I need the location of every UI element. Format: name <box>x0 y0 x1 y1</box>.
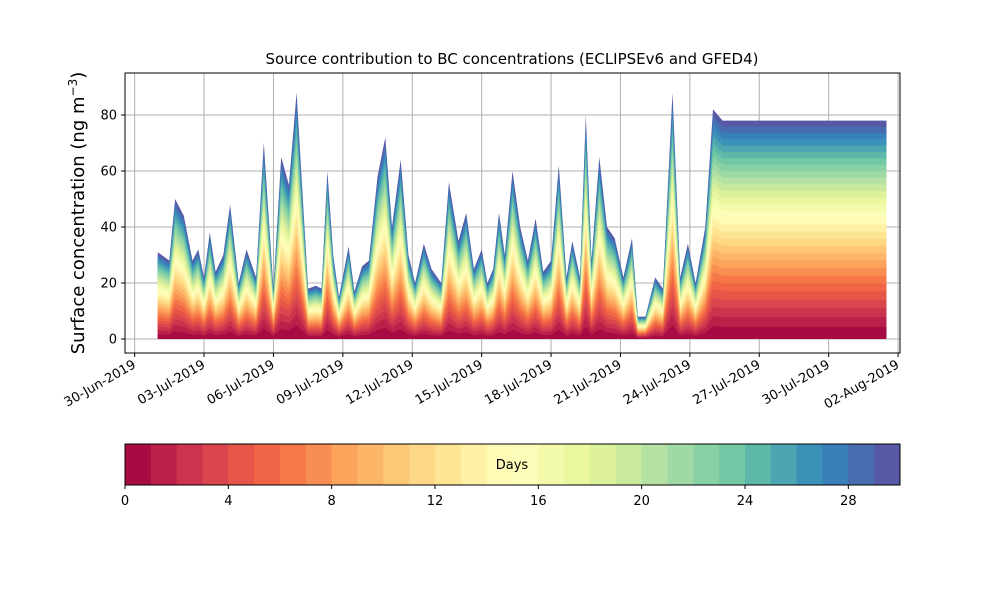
colorbar-segment <box>254 444 281 485</box>
colorbar-segment <box>228 444 255 485</box>
colorbar-segment <box>486 444 513 485</box>
colorbar-segment <box>305 444 333 485</box>
x-tick-label: 18-Jul-2019 <box>482 357 555 408</box>
colorbar-segment <box>176 444 203 485</box>
y-axis-label-close: ) <box>68 72 89 79</box>
area-band-day-0 <box>157 325 887 339</box>
colorbar-tick-label: 28 <box>840 494 857 509</box>
colorbar-segment <box>874 444 901 485</box>
colorbar-tick-label: 0 <box>121 494 129 509</box>
stacked-area-plot <box>157 92 887 339</box>
y-tick-label: 40 <box>100 221 117 236</box>
colorbar-segment <box>125 444 152 485</box>
area-band-day-1 <box>157 314 887 339</box>
colorbar-tick-label: 8 <box>328 494 336 509</box>
y-tick-label: 80 <box>100 109 117 124</box>
colorbar-segment <box>745 444 772 485</box>
plot-frame <box>124 72 901 354</box>
y-tick-label: 60 <box>100 165 117 180</box>
x-tick-label: 24-Jul-2019 <box>621 357 694 408</box>
colorbar-segment <box>150 444 178 485</box>
colorbar-segment <box>357 444 384 485</box>
colorbar-segment <box>538 444 565 485</box>
colorbar-frame <box>124 443 901 486</box>
x-tick-label: 30-Jun-2019 <box>62 357 139 410</box>
colorbar-segment <box>770 444 798 485</box>
x-tick-label: 02-Aug-2019 <box>822 357 902 412</box>
colorbar-tick-label: 4 <box>224 494 232 509</box>
colorbar-tick-label: 12 <box>427 494 444 509</box>
colorbar <box>125 444 901 485</box>
colorbar-tick-label: 16 <box>530 494 547 509</box>
colorbar-segment <box>564 444 591 485</box>
colorbar-segment <box>822 444 849 485</box>
x-axis: 30-Jun-201903-Jul-201906-Jul-201909-Jul-… <box>62 353 902 413</box>
x-tick-label: 06-Jul-2019 <box>205 357 278 408</box>
colorbar-ticks: 0 4 8 12 16 20 24 28 <box>121 485 857 509</box>
colorbar-segment <box>331 444 358 485</box>
x-tick-label: 03-Jul-2019 <box>135 357 208 408</box>
colorbar-segment <box>590 444 617 485</box>
colorbar-segment <box>641 444 668 485</box>
y-axis-label-sup: −3 <box>66 79 80 97</box>
x-tick-label: 15-Jul-2019 <box>413 357 486 408</box>
x-tick-label: 12-Jul-2019 <box>343 357 416 408</box>
colorbar-segment <box>667 444 694 485</box>
colorbar-segment <box>202 444 229 485</box>
colorbar-tick-label: 24 <box>737 494 754 509</box>
colorbar-label: Days <box>496 458 529 473</box>
y-axis-label: Surface concentration (ng m−3) <box>66 72 89 355</box>
colorbar-segment <box>719 444 746 485</box>
colorbar-segment <box>693 444 720 485</box>
chart-title: Source contribution to BC concentrations… <box>265 50 758 68</box>
svg-text:Surface concentration (ng m−3): Surface concentration (ng m−3) <box>66 72 89 355</box>
colorbar-segment <box>848 444 875 485</box>
colorbar-segment <box>435 444 462 485</box>
x-tick-label: 27-Jul-2019 <box>690 357 763 408</box>
x-tick-label: 09-Jul-2019 <box>274 357 347 408</box>
colorbar-segment <box>796 444 823 485</box>
colorbar-segment <box>280 444 307 485</box>
colorbar-tick-label: 20 <box>633 494 650 509</box>
colorbar-segment <box>615 444 643 485</box>
x-tick-label: 21-Jul-2019 <box>552 357 625 408</box>
y-tick-label: 0 <box>109 333 117 348</box>
y-tick-label: 20 <box>100 277 117 292</box>
colorbar-segment <box>383 444 410 485</box>
colorbar-segment <box>460 444 488 485</box>
colorbar-segment <box>512 444 539 485</box>
colorbar-segment <box>409 444 436 485</box>
y-axis: 0 20 40 60 80 <box>100 109 125 348</box>
y-axis-label-main: Surface concentration (ng m <box>68 96 89 354</box>
